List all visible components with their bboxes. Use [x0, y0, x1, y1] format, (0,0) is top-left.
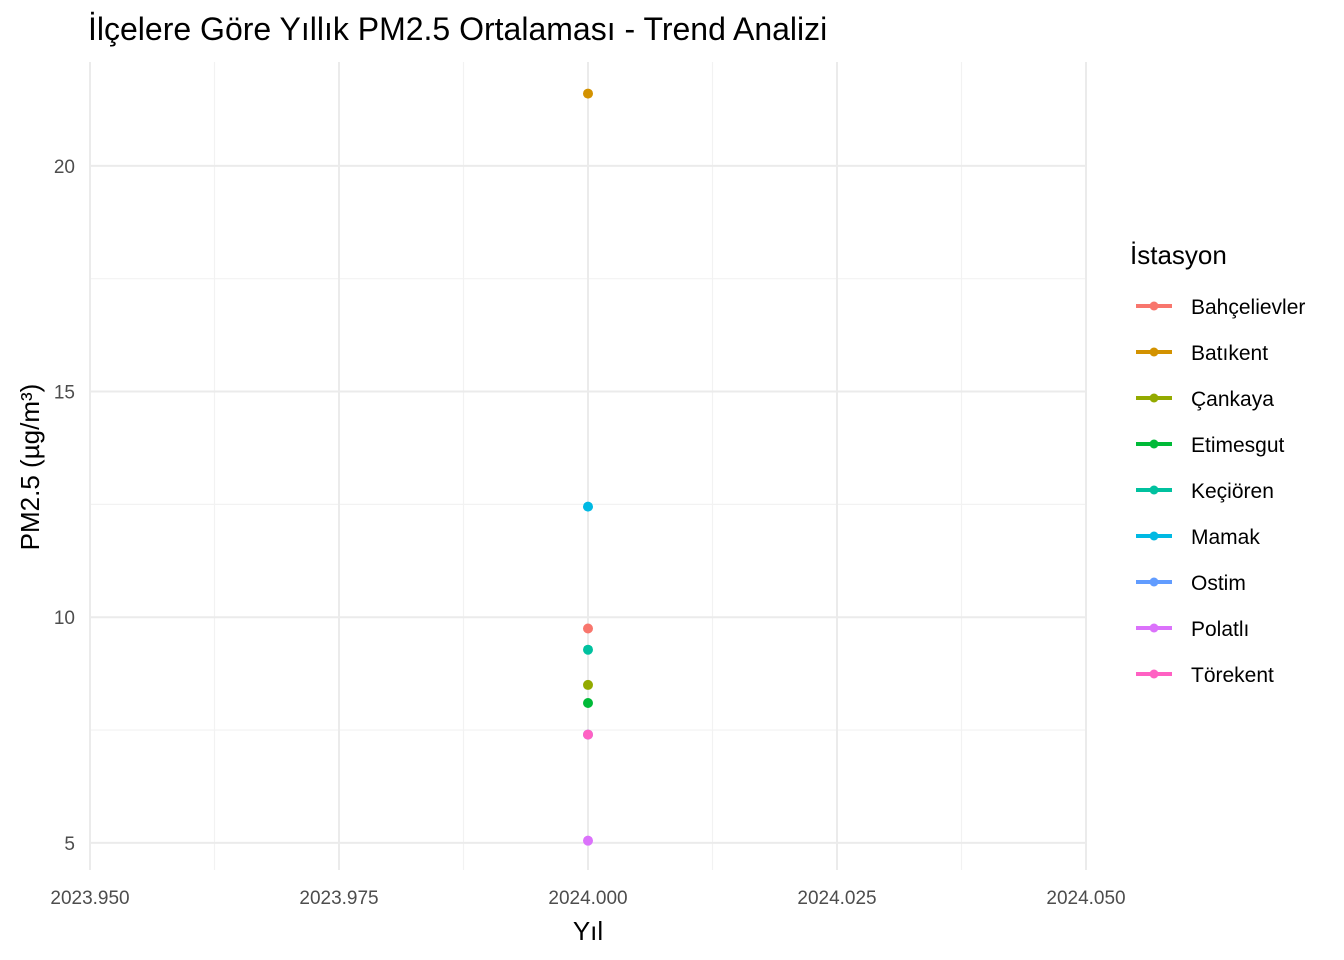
chart-title: İlçelere Göre Yıllık PM2.5 Ortalaması - …: [88, 11, 827, 47]
x-tick-label: 2023.975: [299, 888, 378, 909]
x-tick-label: 2023.950: [50, 888, 129, 909]
legend-item: Bahçelievler: [1136, 296, 1305, 319]
legend-label: Keçiören: [1191, 480, 1274, 503]
legend-key-point: [1149, 485, 1159, 495]
data-points: [583, 88, 593, 846]
legend-label: Ostim: [1191, 572, 1246, 595]
grid: [89, 62, 1087, 870]
x-axis-title: Yıl: [573, 916, 603, 946]
legend-item: Etimesgut: [1136, 434, 1285, 457]
legend-item: Çankaya: [1136, 388, 1274, 411]
y-tick-label: 15: [54, 383, 75, 404]
data-point: [583, 501, 593, 512]
legend-key-point: [1149, 623, 1159, 633]
legend-label: Batıkent: [1191, 342, 1268, 365]
y-tick-label: 20: [54, 157, 75, 178]
data-point: [583, 729, 593, 740]
legend: İstasyon Bahçelievler Batıkent Çankaya Etim…: [1130, 240, 1305, 687]
data-point: [583, 623, 593, 634]
legend-label: Etimesgut: [1191, 434, 1285, 457]
legend-key-point: [1149, 439, 1159, 449]
legend-label: Mamak: [1191, 526, 1260, 549]
legend-label: Bahçelievler: [1191, 296, 1305, 319]
x-tick-label: 2024.050: [1046, 888, 1125, 909]
legend-key-point: [1149, 577, 1159, 587]
legend-key-point: [1149, 531, 1159, 541]
legend-label: Polatlı: [1191, 618, 1249, 641]
legend-item: Törekent: [1136, 664, 1274, 687]
x-tick-label: 2024.025: [797, 888, 876, 909]
data-point: [583, 697, 593, 708]
legend-item: Mamak: [1136, 526, 1260, 549]
y-axis-title: PM2.5 (µg/m³): [15, 384, 45, 551]
x-axis-ticks: 2023.950 2023.975 2024.000 2024.025 2024.050: [50, 888, 1125, 909]
legend-item: Polatlı: [1136, 618, 1249, 641]
y-tick-label: 5: [64, 834, 75, 855]
legend-label: Çankaya: [1191, 388, 1274, 411]
legend-key-point: [1149, 393, 1159, 403]
legend-label: Törekent: [1191, 664, 1274, 687]
legend-item: Batıkent: [1136, 342, 1268, 365]
data-point: [583, 835, 593, 846]
y-tick-label: 10: [54, 608, 75, 629]
data-point: [583, 88, 593, 99]
y-axis-ticks: 5 10 15 20: [54, 157, 75, 855]
legend-item: Ostim: [1136, 572, 1246, 595]
legend-key-point: [1149, 669, 1159, 679]
legend-title: İstasyon: [1130, 240, 1227, 270]
x-tick-label: 2024.000: [548, 888, 627, 909]
data-point: [583, 679, 593, 690]
data-point: [583, 644, 593, 655]
legend-key-point: [1149, 347, 1159, 357]
legend-key-point: [1149, 301, 1159, 311]
legend-item: Keçiören: [1136, 480, 1274, 503]
